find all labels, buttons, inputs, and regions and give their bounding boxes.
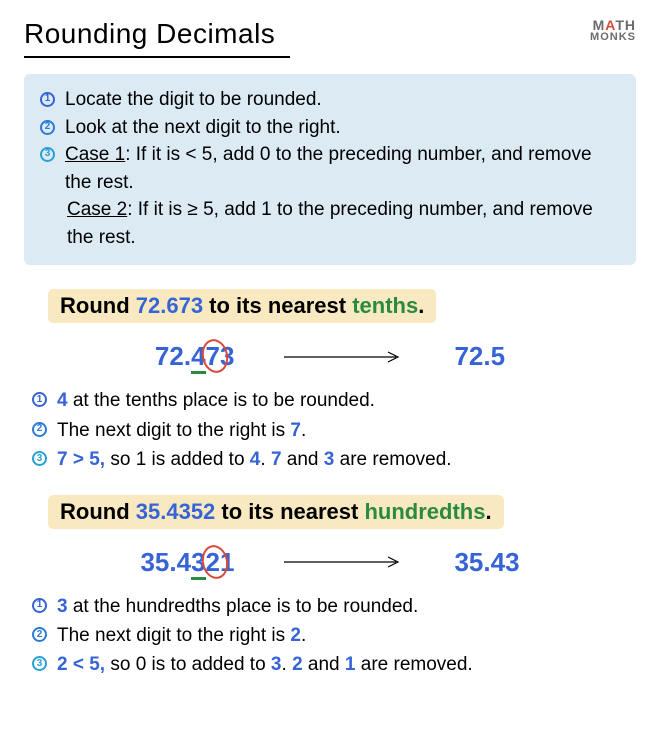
rule-2-text: Look at the next digit to the right.	[65, 114, 341, 142]
ex2-step3: 3 2 < 5, so 0 is to added to 3. 2 and 1 …	[32, 650, 636, 679]
rule-3b: Case 2: If it is ≥ 5, add 1 to the prece…	[67, 196, 620, 251]
ex1-s2-b: 7	[290, 420, 301, 441]
ex1-s3-b: so 1 is added to	[105, 449, 250, 470]
rule-1: 1 Locate the digit to be rounded.	[40, 86, 620, 114]
ex1-s2-a: The next digit to the right is	[57, 420, 290, 441]
case1-label: Case 1	[65, 144, 125, 165]
ex1-s3-d: .	[260, 449, 271, 470]
marker-2-icon: 2	[40, 120, 55, 135]
ex2-s3-g: 1	[345, 654, 356, 675]
marker-2-icon: 2	[32, 627, 47, 642]
ex2-place: hundredths	[364, 499, 485, 524]
ex2-post: 1	[220, 547, 234, 577]
arrow-icon	[284, 349, 404, 365]
example1-work: 72.473 72.5	[24, 341, 636, 372]
header: Rounding Decimals MATH MONKS	[24, 18, 636, 74]
rule-3: 3 Case 1: If it is < 5, add 0 to the pre…	[40, 141, 620, 196]
case1-text: : If it is < 5, add 0 to the preceding n…	[65, 144, 592, 193]
ex2-prompt-b: to its nearest	[215, 499, 364, 524]
ex1-result: 72.5	[454, 341, 505, 372]
ex2-circled: 2	[206, 547, 220, 577]
ex2-s2-c: .	[301, 625, 306, 646]
ex2-s3-b: so 0 is to added to	[105, 654, 271, 675]
ex1-step2: 2 The next digit to the right is 7.	[32, 416, 636, 445]
example1-title: Round 72.673 to its nearest tenths.	[48, 289, 436, 323]
case2-text: : If it is ≥ 5, add 1 to the preceding n…	[67, 199, 593, 248]
ex2-s2-a: The next digit to the right is	[57, 625, 290, 646]
ex2-step1: 1 3 at the hundredths place is to be rou…	[32, 592, 636, 621]
marker-3-icon: 3	[32, 451, 47, 466]
marker-3-icon: 3	[40, 147, 55, 162]
ex1-step1: 1 4 at the tenths place is to be rounded…	[32, 386, 636, 415]
ex1-s3-g: 3	[324, 449, 335, 470]
ex1-circled: 7	[206, 341, 220, 371]
marker-3-icon: 3	[32, 656, 47, 671]
example1-steps: 1 4 at the tenths place is to be rounded…	[24, 386, 636, 474]
ex1-s3-c: 4	[250, 449, 261, 470]
ex1-place: tenths	[352, 293, 418, 318]
ex2-work-left: 35.4321	[140, 547, 234, 578]
ex2-dot: .	[485, 499, 491, 524]
ex2-s3-h: are removed.	[355, 654, 472, 675]
ex1-prompt-b: to its nearest	[203, 293, 352, 318]
marker-1-icon: 1	[32, 392, 47, 407]
ex1-s1-b: at the tenths place is to be rounded.	[68, 390, 375, 411]
ex1-step3: 3 7 > 5, so 1 is added to 4. 7 and 3 are…	[32, 445, 636, 474]
title-block: Rounding Decimals	[24, 18, 290, 74]
ex1-pre: 72.	[155, 341, 191, 371]
ex2-s1-a: 3	[57, 596, 68, 617]
rule-3-text: Case 1: If it is < 5, add 0 to the prece…	[65, 141, 620, 196]
example2-work: 35.4321 35.43	[24, 547, 636, 578]
ex2-step2: 2 The next digit to the right is 2.	[32, 621, 636, 650]
rule-2: 2 Look at the next digit to the right.	[40, 114, 620, 142]
arrow-icon	[284, 554, 404, 570]
title-underline	[24, 56, 290, 58]
ex1-dot: .	[418, 293, 424, 318]
rules-box: 1 Locate the digit to be rounded. 2 Look…	[24, 74, 636, 265]
ex2-s3-e: 2	[292, 654, 303, 675]
marker-1-icon: 1	[32, 598, 47, 613]
ex2-result: 35.43	[454, 547, 519, 578]
ex1-number: 72.673	[136, 293, 203, 318]
ex2-s3-d: .	[282, 654, 293, 675]
case2-label: Case 2	[67, 199, 127, 220]
ex2-s1-b: at the hundredths place is to be rounded…	[68, 596, 419, 617]
ex1-s3-a: 7 > 5,	[57, 449, 105, 470]
ex2-s2-b: 2	[290, 625, 301, 646]
marker-1-icon: 1	[40, 92, 55, 107]
ex1-s2-c: .	[301, 420, 306, 441]
rule-1-text: Locate the digit to be rounded.	[65, 86, 322, 114]
ex1-post: 3	[220, 341, 234, 371]
logo: MATH MONKS	[590, 18, 636, 43]
ex2-s3-a: 2 < 5,	[57, 654, 105, 675]
ex1-prompt-a: Round	[60, 293, 136, 318]
ex1-s3-f: and	[282, 449, 324, 470]
ex2-pre: 35.4	[140, 547, 191, 577]
example2-steps: 1 3 at the hundredths place is to be rou…	[24, 592, 636, 680]
marker-2-icon: 2	[32, 422, 47, 437]
ex2-number: 35.4352	[136, 499, 216, 524]
ex1-s3-h: are removed.	[334, 449, 451, 470]
ex2-s3-f: and	[303, 654, 345, 675]
ex2-prompt-a: Round	[60, 499, 136, 524]
ex1-under: 4	[191, 341, 205, 374]
ex1-s3-e: 7	[271, 449, 282, 470]
ex1-work-left: 72.473	[155, 341, 235, 372]
page-title: Rounding Decimals	[24, 18, 290, 50]
ex2-under: 3	[191, 547, 205, 580]
logo-monks: MONKS	[590, 32, 636, 43]
ex1-s1-a: 4	[57, 390, 68, 411]
example2-title: Round 35.4352 to its nearest hundredths.	[48, 495, 504, 529]
ex2-s3-c: 3	[271, 654, 282, 675]
